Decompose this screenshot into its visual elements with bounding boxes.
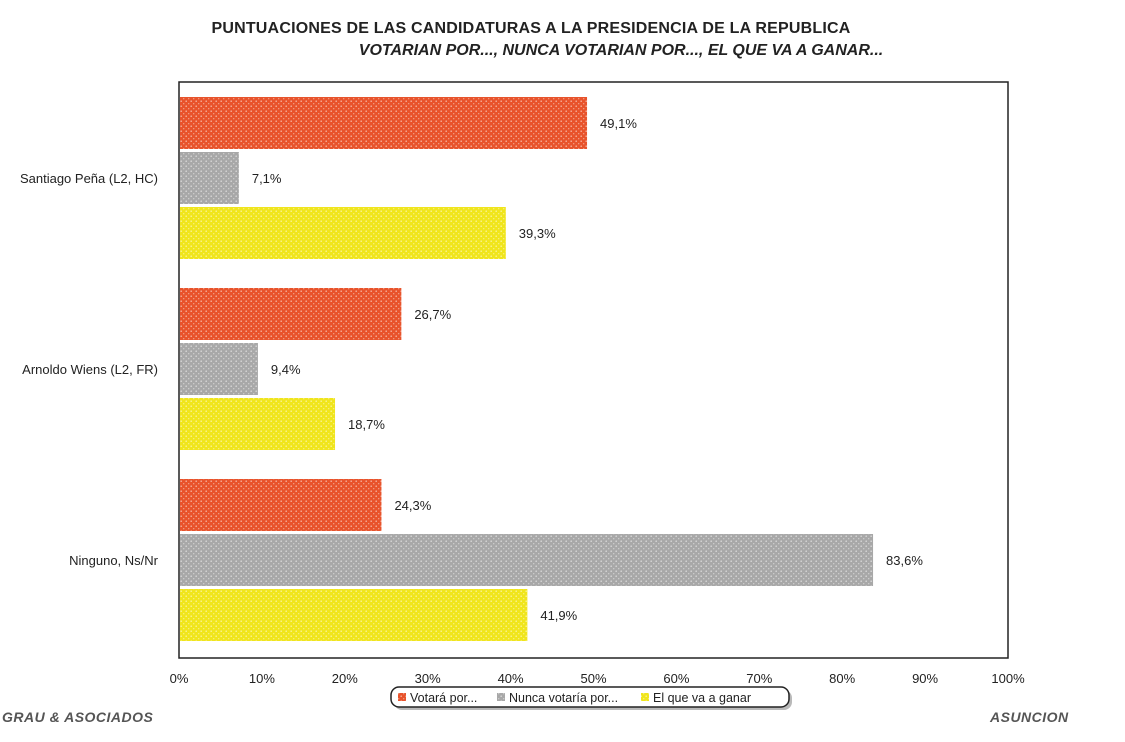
x-tick-label: 90% [912,671,938,686]
x-tick-label: 80% [829,671,855,686]
data-label: 7,1% [252,171,282,186]
legend-label: Nunca votaría por... [509,691,618,705]
bar-texture [180,398,336,450]
legend: Votará por... Nunca votaría por... El que … [390,686,792,710]
x-tick-label: 40% [498,671,524,686]
legend-swatch-texture [641,693,649,701]
chart-title: PUNTUACIONES DE LAS CANDIDATURAS A LA PR… [211,20,851,37]
bar-texture [180,207,506,259]
bar-texture [180,97,588,149]
x-tick-label: 10% [249,671,275,686]
x-tick-label: 60% [663,671,689,686]
x-axis-ticks: 0% 10% 20% 30% 40% 50% 60% 70% 80% 90% 100% [170,671,1025,686]
legend-swatch-texture [398,693,406,701]
bar-texture [180,152,239,204]
data-label: 24,3% [394,498,431,513]
bar-texture [180,534,874,586]
bar-texture [180,288,402,340]
data-label: 49,1% [600,116,637,131]
x-tick-label: 100% [991,671,1025,686]
footer-source: GRAU & ASOCIADOS [2,709,154,725]
data-label: 9,4% [271,362,301,377]
legend-box [390,686,790,708]
data-label: 26,7% [414,307,451,322]
x-tick-label: 0% [170,671,189,686]
data-label: 83,6% [886,553,923,568]
bar-texture [180,343,258,395]
bar-texture [180,589,528,641]
data-label: 41,9% [540,608,577,623]
category-label: Arnoldo Wiens (L2, FR) [22,362,158,377]
legend-label: El que va a ganar [653,691,751,705]
footer-location: ASUNCION [990,709,1069,725]
data-label: 39,3% [519,226,556,241]
x-tick-label: 50% [580,671,606,686]
x-tick-label: 20% [332,671,358,686]
bar-texture [180,479,382,531]
legend-swatch-texture [497,693,505,701]
y-axis-categories: Santiago Peña (L2, HC) Arnoldo Wiens (L2,… [20,171,159,568]
data-label: 18,7% [348,417,385,432]
category-label: Ninguno, Ns/Nr [69,553,159,568]
legend-label: Votará por... [410,691,477,705]
chart-subtitle: VOTARIAN POR..., NUNCA VOTARIAN POR..., … [358,42,884,59]
bars-layer: 49,1% 7,1% 39,3% 26,7% 9,4% 18,7% 24,3% 83,6% 41… [180,97,923,641]
x-tick-label: 30% [415,671,441,686]
x-tick-label: 70% [746,671,772,686]
category-label: Santiago Peña (L2, HC) [20,171,158,186]
